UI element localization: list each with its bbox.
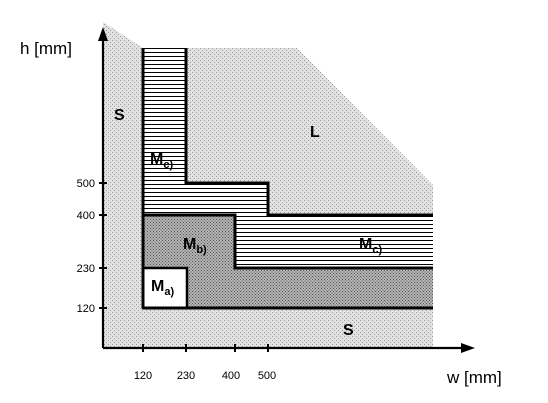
x-tick-label: 500	[258, 370, 276, 382]
region-mb-area	[143, 215, 433, 308]
label-s-bottom: S	[343, 322, 354, 339]
label-mc-vertical: Mc)	[150, 151, 173, 171]
label-mc-vertical-main: M	[150, 151, 163, 168]
region-l-area	[186, 48, 433, 215]
label-mc-horizontal: Mc)	[359, 236, 382, 256]
y-axis-title: h [mm]	[20, 39, 72, 58]
label-mc-vertical-sub: c)	[163, 159, 173, 171]
label-ma-sub: a)	[164, 286, 174, 298]
y-tick-label: 400	[77, 210, 95, 222]
region-mc-horizontal-area	[235, 215, 433, 268]
label-mc-horizontal-sub: c)	[372, 244, 382, 256]
x-tick-label: 120	[134, 370, 152, 382]
label-mb: Mb)	[183, 236, 207, 256]
region-ma-box	[141, 266, 189, 310]
label-mb-main: M	[183, 236, 196, 253]
label-mb-sub: b)	[196, 244, 207, 256]
label-ma-main: M	[151, 278, 164, 295]
y-axis-arrow-icon	[98, 27, 108, 41]
region-mc-vertical-area	[143, 48, 268, 215]
label-s-left: S	[114, 107, 125, 124]
boundary-mc-l	[184, 48, 433, 217]
y-tick-label: 230	[77, 263, 95, 275]
label-l: L	[310, 124, 320, 141]
x-tick-label: 230	[177, 370, 195, 382]
y-tick-label: 500	[77, 178, 95, 190]
region-s-area	[103, 22, 433, 348]
boundary-mb-mc	[143, 213, 433, 270]
label-ma: Ma)	[151, 278, 174, 298]
x-axis-arrow-icon	[461, 343, 475, 353]
y-tick-label: 120	[77, 303, 95, 315]
x-axis-title: w [mm]	[446, 368, 502, 387]
x-tick-label: 400	[222, 370, 240, 382]
label-mc-horizontal-main: M	[359, 236, 372, 253]
